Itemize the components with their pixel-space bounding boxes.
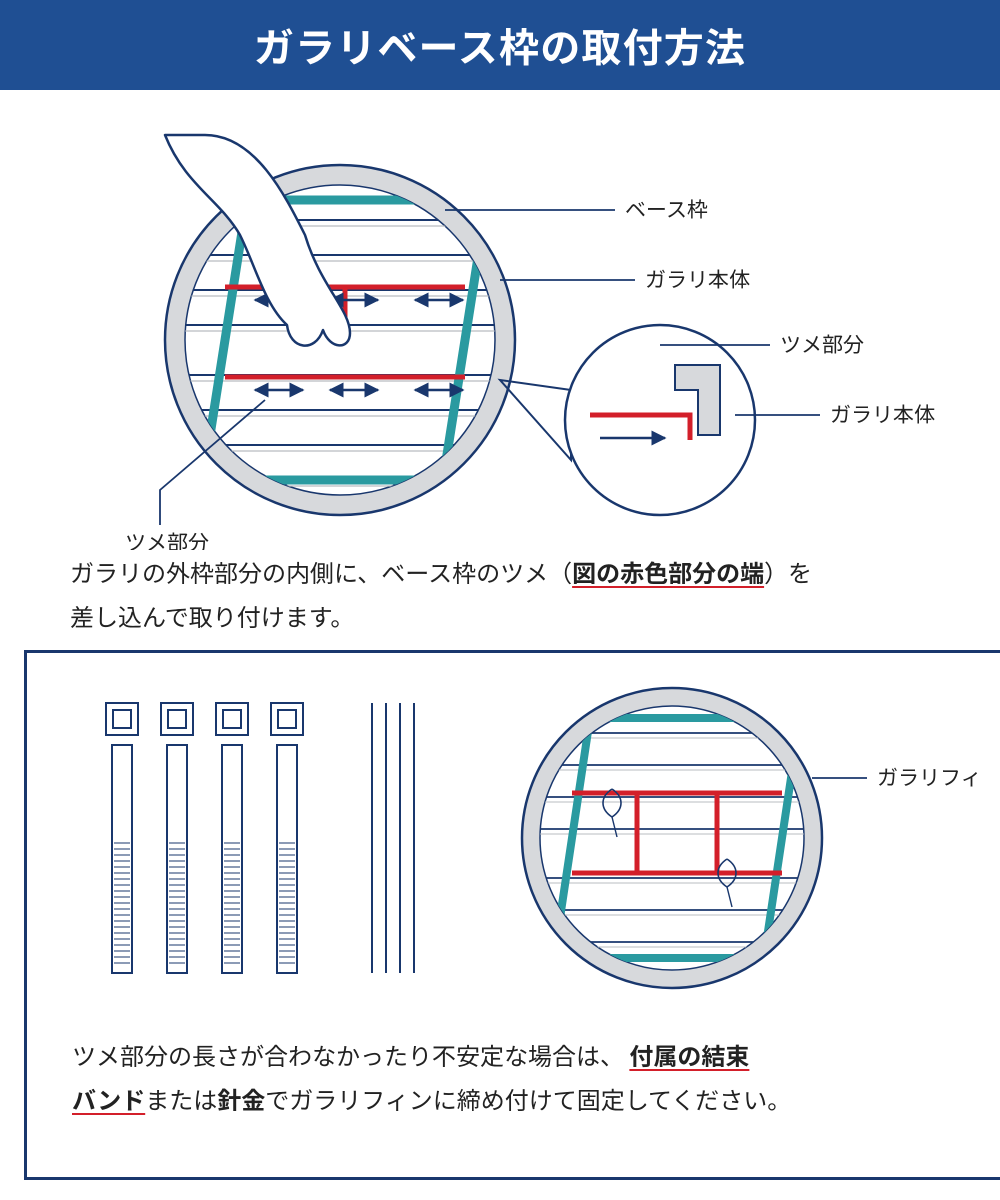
diagram-2: ガラリフィン [27,673,979,1023]
section-2-caption: ツメ部分の長さが合わなかったり不安定な場合は、 付属の結束バンドまたは針金でガラ… [27,1023,1000,1122]
section-1: ベース枠ガラリ本体ツメ部分ガラリ本体ツメ部分ガラリの外枠部分の内側に、ベース枠の… [0,90,1000,650]
callout-label: ベース枠 [625,194,708,224]
diagram-1: ベース枠ガラリ本体ツメ部分ガラリ本体ツメ部分 [0,90,1000,550]
section-1-caption: ガラリの外枠部分の内側に、ベース枠のツメ（図の赤色部分の端）を差し込んで取り付け… [0,550,1000,639]
callout-label: ガラリ本体 [830,399,935,429]
section-2: ガラリフィンツメ部分の長さが合わなかったり不安定な場合は、 付属の結束バンドまた… [24,650,1000,1180]
callout-label: ガラリ本体 [645,264,750,294]
page-title: ガラリベース枠の取付方法 [254,16,746,74]
callout-label: ガラリフィン [877,762,979,792]
callout-label: ツメ部分 [125,527,209,550]
title-bar: ガラリベース枠の取付方法 [0,0,1000,90]
callout-label: ツメ部分 [780,329,864,359]
